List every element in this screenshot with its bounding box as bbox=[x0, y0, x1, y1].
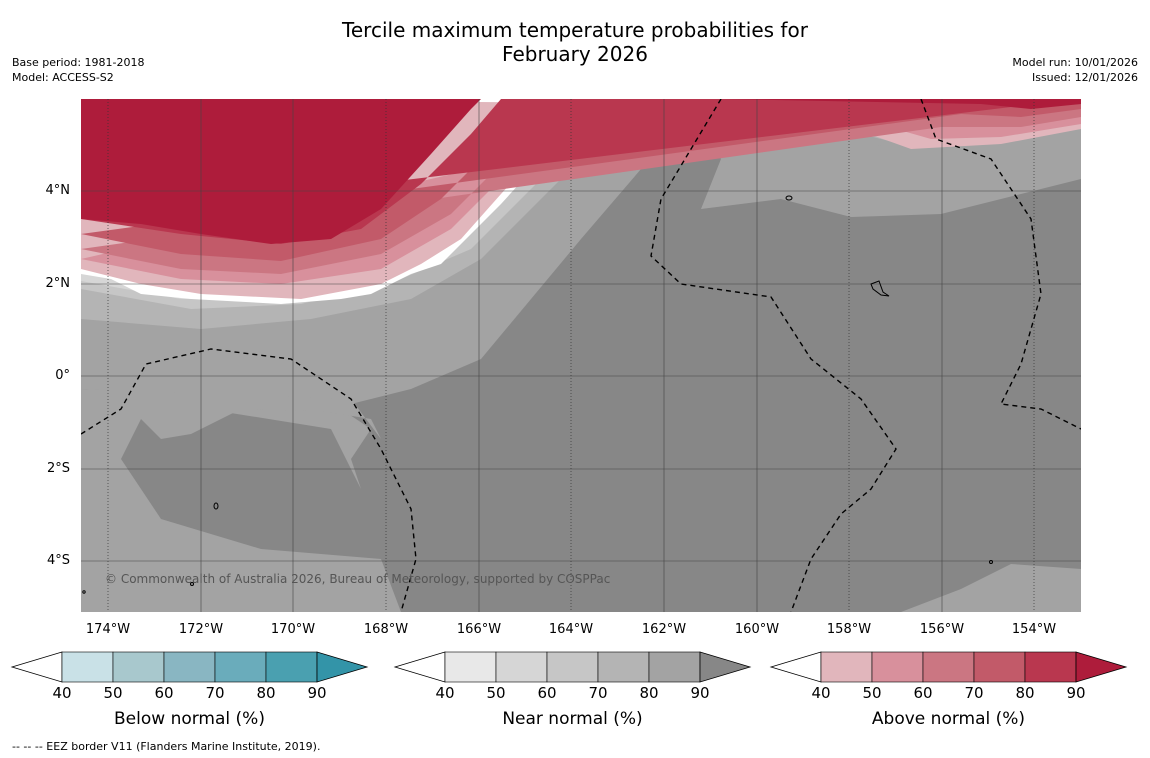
lon-label-172w: 172°W bbox=[178, 622, 224, 637]
below-extension-low bbox=[10, 651, 63, 683]
copyright-text: © Commonwealth of Australia 2026, Bureau… bbox=[105, 572, 611, 586]
below-tick-50: 50 bbox=[103, 684, 123, 702]
above-swatch-3 bbox=[973, 651, 1026, 683]
colorbars bbox=[10, 651, 1128, 683]
above-swatch-2 bbox=[922, 651, 975, 683]
issued-date: Issued: 12/01/2026 bbox=[1031, 71, 1138, 84]
below-tick-70: 70 bbox=[205, 684, 225, 702]
lon-label-170w: 170°W bbox=[270, 622, 316, 637]
colorbar-near-normal bbox=[393, 651, 752, 683]
above-normal-90-region bbox=[81, 99, 481, 244]
near-tick-70: 70 bbox=[588, 684, 608, 702]
colorbar-below-normal bbox=[10, 651, 369, 683]
lon-label-166w: 166°W bbox=[456, 622, 502, 637]
island-6 bbox=[82, 590, 86, 594]
above-swatch-0 bbox=[820, 651, 873, 683]
above-tick-70: 70 bbox=[964, 684, 984, 702]
near-swatch-1 bbox=[495, 651, 548, 683]
near-tick-80: 80 bbox=[639, 684, 659, 702]
colorbar-above-title: Above normal (%) bbox=[871, 709, 1026, 729]
above-swatch-1 bbox=[871, 651, 924, 683]
lon-label-156w: 156°W bbox=[919, 622, 965, 637]
below-tick-80: 80 bbox=[256, 684, 276, 702]
below-tick-90: 90 bbox=[307, 684, 327, 702]
base-period: Base period: 1981-2018 bbox=[12, 56, 145, 69]
island-2 bbox=[870, 280, 890, 297]
lon-label-154w: 154°W bbox=[1011, 622, 1057, 637]
above-tick-50: 50 bbox=[862, 684, 882, 702]
near-swatch-0 bbox=[444, 651, 497, 683]
colorbar-near-title: Near normal (%) bbox=[502, 709, 643, 729]
island-5 bbox=[989, 560, 993, 564]
above-normal-90-ne bbox=[721, 99, 1081, 109]
near-tick-50: 50 bbox=[486, 684, 506, 702]
lat-label-4n: 4°N bbox=[45, 183, 71, 198]
meta-right: Model run: 10/01/2026 Issued: 12/01/2026 bbox=[1012, 55, 1138, 85]
islands bbox=[82, 195, 993, 594]
eez-border-west bbox=[81, 348, 417, 612]
eez-borders bbox=[81, 99, 1081, 612]
below-swatch-0 bbox=[61, 651, 114, 683]
above-tick-60: 60 bbox=[913, 684, 933, 702]
above-swatch-4 bbox=[1024, 651, 1077, 683]
island-3 bbox=[213, 502, 219, 510]
island-1 bbox=[785, 195, 793, 201]
above-tick-40: 40 bbox=[811, 684, 831, 702]
lon-label-160w: 160°W bbox=[734, 622, 780, 637]
lon-label-174w: 174°W bbox=[85, 622, 131, 637]
above-tick-90: 90 bbox=[1066, 684, 1086, 702]
grid-lines bbox=[81, 99, 1081, 612]
near-tick-40: 40 bbox=[435, 684, 455, 702]
lon-label-168w: 168°W bbox=[363, 622, 409, 637]
below-tick-60: 60 bbox=[154, 684, 174, 702]
lon-label-162w: 162°W bbox=[641, 622, 687, 637]
island-4 bbox=[190, 582, 194, 586]
lat-label-2n: 2°N bbox=[45, 276, 71, 291]
lat-label-2s: 2°S bbox=[46, 461, 70, 476]
below-swatch-4 bbox=[265, 651, 318, 683]
below-tick-40: 40 bbox=[52, 684, 72, 702]
lat-label-0: 0° bbox=[55, 368, 70, 383]
below-swatch-2 bbox=[163, 651, 216, 683]
eez-footnote: -- -- -- EEZ border V11 (Flanders Marine… bbox=[12, 740, 321, 753]
near-normal-80-south bbox=[81, 389, 1081, 612]
model-run: Model run: 10/01/2026 bbox=[1012, 56, 1138, 69]
title-line-1: Tercile maximum temperature probabilitie… bbox=[342, 18, 808, 42]
below-extension-high bbox=[316, 651, 369, 683]
chart-title: Tercile maximum temperature probabilitie… bbox=[0, 18, 1150, 66]
eez-border-central bbox=[650, 99, 897, 612]
lon-label-164w: 164°W bbox=[548, 622, 594, 637]
near-tick-60: 60 bbox=[537, 684, 557, 702]
model-name: Model: ACCESS-S2 bbox=[12, 71, 114, 84]
near-tick-90: 90 bbox=[690, 684, 710, 702]
near-swatch-4 bbox=[648, 651, 701, 683]
below-swatch-1 bbox=[112, 651, 165, 683]
lon-label-158w: 158°W bbox=[826, 622, 872, 637]
above-extension-high bbox=[1075, 651, 1128, 683]
above-extension-low bbox=[769, 651, 822, 683]
near-swatch-3 bbox=[597, 651, 650, 683]
near-normal-80-west bbox=[81, 389, 381, 439]
colorbar-above-normal bbox=[769, 651, 1128, 683]
meta-left: Base period: 1981-2018 Model: ACCESS-S2 bbox=[12, 55, 144, 85]
title-line-2: February 2026 bbox=[502, 42, 648, 66]
below-swatch-3 bbox=[214, 651, 267, 683]
near-swatch-2 bbox=[546, 651, 599, 683]
colorbar-below-title: Below normal (%) bbox=[114, 709, 265, 729]
near-extension-high bbox=[699, 651, 752, 683]
above-tick-80: 80 bbox=[1015, 684, 1035, 702]
near-extension-low bbox=[393, 651, 446, 683]
map-plot bbox=[81, 99, 1081, 612]
lat-label-4s: 4°S bbox=[46, 553, 70, 568]
